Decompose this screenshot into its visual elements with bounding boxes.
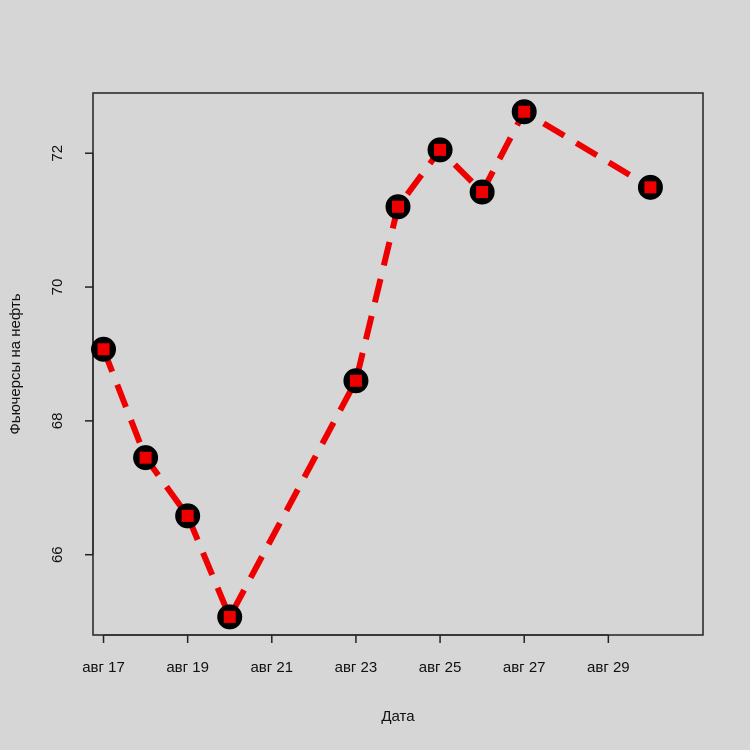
data-point	[223, 610, 236, 623]
x-tick-label: авг 23	[335, 659, 378, 676]
y-axis: 66 68 70 72	[49, 145, 94, 563]
y-tick-label: 72	[49, 145, 66, 162]
series-line	[100, 108, 652, 620]
data-point	[181, 509, 194, 522]
y-tick-label: 66	[49, 546, 66, 563]
y-axis-title: Фьючерсы на нефть	[7, 293, 24, 434]
x-tick-label: авг 21	[250, 659, 293, 676]
x-tick-label: авг 29	[587, 659, 630, 676]
x-axis: авг 17 авг 19 авг 21 авг 23 авг 25 авг 27 авг …	[82, 634, 630, 676]
x-tick-label: авг 19	[166, 659, 209, 676]
data-point	[392, 200, 404, 213]
data-point	[518, 105, 531, 118]
series-layer	[91, 99, 663, 630]
data-point	[434, 143, 447, 156]
data-point	[644, 181, 657, 194]
data-point	[349, 374, 362, 387]
data-point	[139, 451, 152, 464]
x-tick-label: авг 27	[503, 659, 546, 676]
x-tick-label: авг 25	[419, 659, 462, 676]
data-point	[97, 343, 110, 356]
plot-area-frame	[92, 92, 704, 636]
x-axis-title: Дата	[381, 708, 415, 725]
x-tick-label: авг 17	[82, 659, 125, 676]
y-tick-label: 70	[49, 279, 66, 296]
data-point	[476, 186, 489, 199]
y-tick-label: 68	[49, 413, 66, 430]
